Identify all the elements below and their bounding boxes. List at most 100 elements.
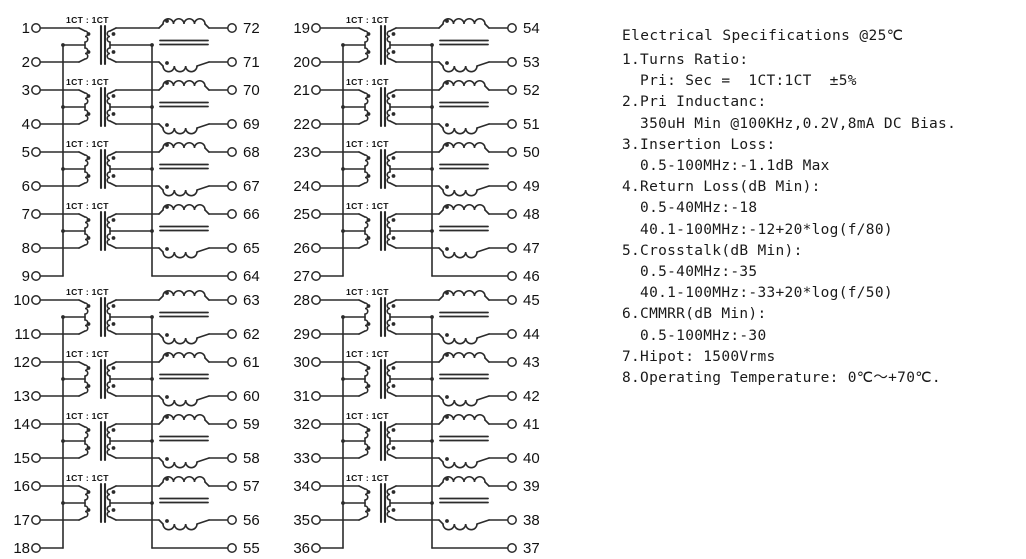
primary-upper-winding: [84, 426, 89, 439]
choke-top-in-elbow: [438, 357, 444, 363]
pin-terminal-left: [31, 543, 41, 553]
pin-label-right: 57: [243, 478, 260, 495]
secondary-bottom-elbow: [389, 182, 397, 187]
choke-top-winding: [162, 352, 206, 359]
primary-lower-winding: [84, 171, 89, 184]
secondary-top-elbow: [109, 89, 117, 94]
pin-terminal-left: [31, 329, 41, 339]
choke-bottom-out-elbow: [196, 61, 210, 67]
choke-bottom-in-elbow: [158, 333, 164, 339]
primary-upper-winding: [364, 488, 369, 501]
primary-top-elbow: [358, 361, 366, 366]
secondary-upper-winding: [106, 92, 111, 105]
choke-bottom-dot: [445, 61, 449, 65]
secondary-mid-dot: [111, 322, 116, 326]
secondary-mid-dot: [111, 50, 116, 54]
secondary-upper-winding: [386, 488, 391, 501]
choke-bottom-in-elbow: [438, 61, 444, 67]
secondary-top-elbow: [389, 89, 397, 94]
primary-lower-winding: [364, 505, 369, 518]
spec-line: Pri: Sec = 1CT:1CT ±5%: [622, 73, 857, 90]
choke-bottom-in-elbow: [158, 519, 164, 525]
secondary-top-elbow: [109, 27, 117, 32]
pin-terminal-right: [507, 329, 517, 339]
choke-top-in-elbow: [438, 147, 444, 153]
spec-line: 7.Hipot: 1500Vrms: [622, 348, 776, 365]
turns-ratio-label: 1CT : 1CT: [66, 411, 109, 421]
choke-top-in-elbow: [158, 209, 164, 215]
secondary-upper-winding: [386, 302, 391, 315]
choke-bottom-winding: [162, 461, 198, 469]
choke-top-dot: [445, 81, 449, 85]
pin-label-left: 28: [293, 292, 310, 309]
pin-terminal-left: [311, 391, 321, 401]
pin-terminal-right: [227, 453, 237, 463]
primary-bottom-elbow: [78, 182, 86, 187]
choke-top-dot: [445, 143, 449, 147]
primary-top-dot: [366, 156, 371, 160]
primary-bottom-elbow: [358, 330, 366, 335]
secondary-lower-winding: [386, 505, 391, 518]
turns-ratio-label: 1CT : 1CT: [346, 201, 389, 211]
secondary-upper-winding: [106, 364, 111, 377]
pin-terminal-right: [507, 147, 517, 157]
choke-top-dot: [445, 291, 449, 295]
choke-top-in-elbow: [158, 481, 164, 487]
primary-lower-winding: [364, 171, 369, 184]
spec-line: 6.CMMRR(dB Min):: [622, 306, 767, 323]
pin-label-left: 31: [293, 388, 310, 405]
secondary-mid-dot: [391, 384, 396, 388]
choke-bottom-dot: [445, 247, 449, 251]
choke-bottom-dot: [445, 185, 449, 189]
choke-bottom-in-elbow: [438, 247, 444, 253]
primary-upper-winding: [364, 426, 369, 439]
pin-label-right: 38: [523, 512, 540, 529]
secondary-bottom-elbow: [109, 330, 117, 335]
pin-terminal-left: [31, 57, 41, 67]
choke-top-dot: [445, 353, 449, 357]
pin-label-right: 53: [523, 54, 540, 71]
pin-terminal-right: [227, 481, 237, 491]
choke-bottom-out-elbow: [476, 61, 490, 67]
primary-mid-dot: [366, 508, 371, 512]
choke-bottom-dot: [165, 247, 169, 251]
choke-top-winding: [162, 204, 206, 211]
pin-terminal-right: [507, 23, 517, 33]
pin-terminal-left: [31, 391, 41, 401]
choke-top-out-elbow: [484, 419, 490, 425]
spec-line: 40.1-100MHz:-12+20*log(f/80): [622, 221, 893, 238]
secondary-top-dot: [111, 366, 116, 370]
pin-terminal-right: [507, 119, 517, 129]
turns-ratio-label: 1CT : 1CT: [346, 15, 389, 25]
secondary-lower-winding: [386, 443, 391, 456]
pin-terminal-left: [311, 147, 321, 157]
choke-bottom-dot: [165, 395, 169, 399]
choke-bottom-dot: [445, 457, 449, 461]
secondary-top-elbow: [109, 151, 117, 156]
pin-terminal-left: [311, 85, 321, 95]
primary-lower-winding: [84, 233, 89, 246]
pin-label-right: 61: [243, 354, 260, 371]
choke-bottom-in-elbow: [158, 457, 164, 463]
choke-bottom-dot: [165, 61, 169, 65]
pin-label-right: 48: [523, 206, 540, 223]
pin-terminal-left: [311, 329, 321, 339]
choke-bottom-winding: [442, 461, 478, 469]
choke-bottom-out-elbow: [476, 457, 490, 463]
pin-label-left: 13: [13, 388, 30, 405]
primary-lower-winding: [84, 443, 89, 456]
pin-label-right: 72: [243, 20, 260, 37]
pin-label-left: 8: [21, 240, 30, 257]
pin-label-left: 12: [13, 354, 30, 371]
choke-bottom-in-elbow: [438, 123, 444, 129]
choke-bottom-dot: [165, 333, 169, 337]
pin-label-right: 68: [243, 144, 260, 161]
pin-terminal-left: [31, 419, 41, 429]
choke-top-winding: [162, 80, 206, 87]
pin-label-left: 5: [21, 144, 30, 161]
choke-top-winding: [162, 414, 206, 421]
primary-upper-winding: [364, 364, 369, 377]
pin-label-left: 32: [293, 416, 310, 433]
pin-terminal-right: [507, 391, 517, 401]
secondary-bottom-elbow: [109, 516, 117, 521]
